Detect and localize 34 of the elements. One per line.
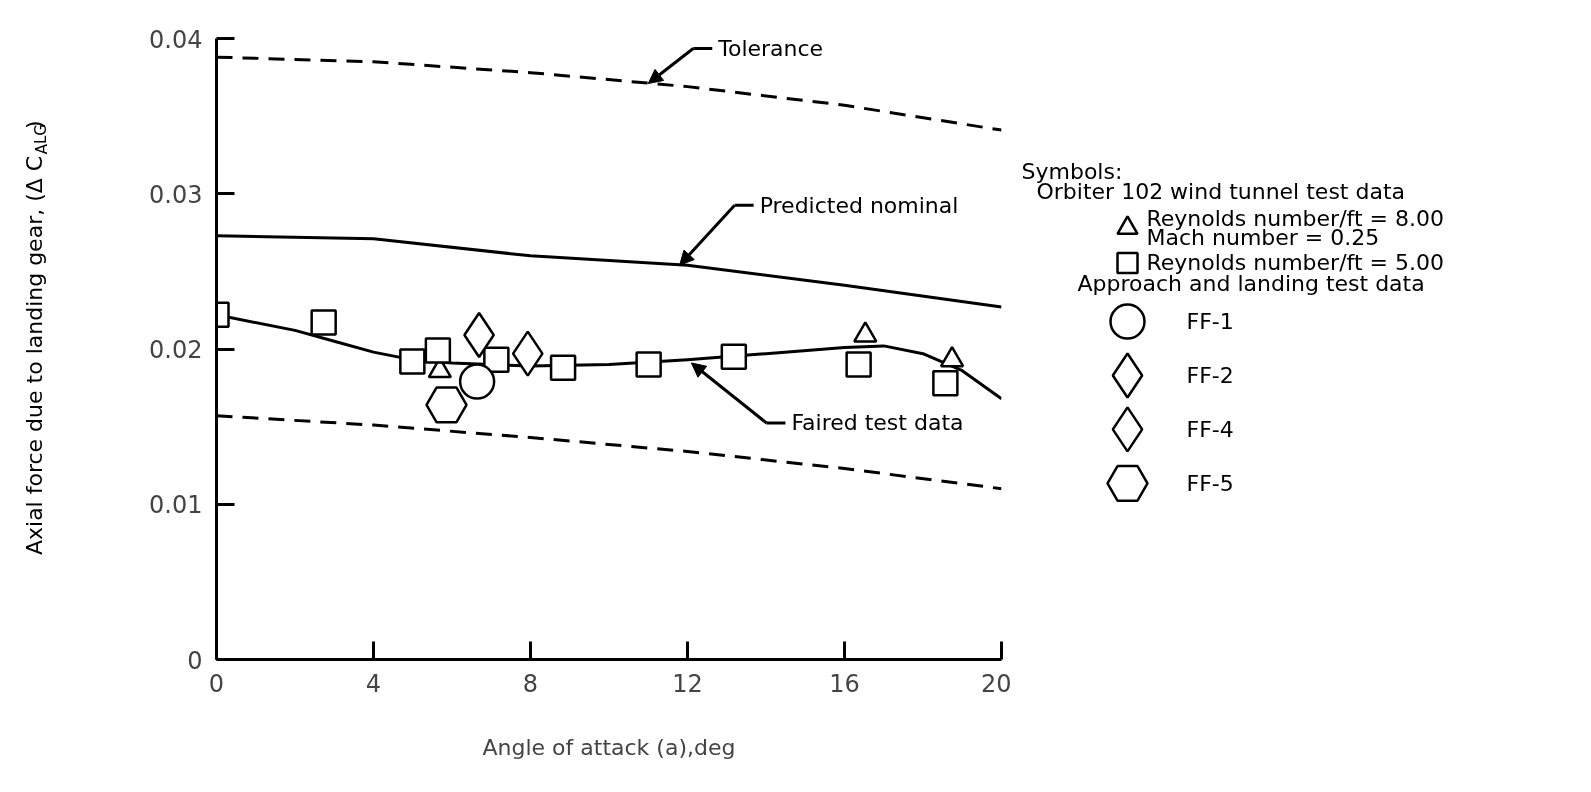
x-tick-label: 16 [829,669,860,698]
x-tick-label: 20 [980,669,1012,698]
point [549,354,577,381]
legend-label: FF-2 [1186,362,1234,388]
point [424,337,452,364]
y-tick-label: 0.01 [149,491,203,520]
legend-label: Reynolds number/ft = 8.00 Mach number = 0.25 [1146,205,1444,251]
x-axis-title: Angle of attack (a),deg [482,734,736,760]
y-tick-label: 0.02 [149,336,203,364]
annotation: Predicted nominal [759,192,959,218]
legend-label: FF-4 [1186,416,1234,442]
y-axis-title: Axial force due to landing gear, (Δ CALG) [22,120,51,556]
y-tick-label: 0.03 [149,180,203,209]
point [511,330,544,377]
legend-label: FF-1 [1186,309,1234,335]
point [720,343,748,371]
point [399,348,426,375]
annotation: Tolerance [717,36,824,62]
x-tick-label: 12 [672,669,703,698]
legend-label: Reynolds number/ft = 5.00 [1146,250,1444,276]
annotation: Faired test data [791,410,964,436]
y-tick-label: 0.04 [149,25,203,54]
point [483,346,510,374]
x-tick-label: 0 [208,669,225,698]
point [310,309,337,336]
point [425,386,468,424]
y-tick-label: 0 [187,646,203,675]
point [635,351,662,378]
legend-label: FF-5 [1186,470,1234,496]
point [845,351,872,378]
point [458,363,496,400]
point [932,369,959,397]
x-tick-label: 8 [522,669,539,698]
x-tick-label: 4 [365,669,382,698]
